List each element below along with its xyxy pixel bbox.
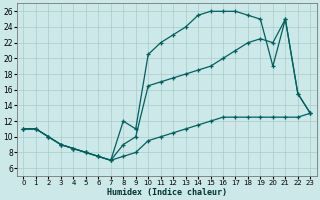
X-axis label: Humidex (Indice chaleur): Humidex (Indice chaleur) [107, 188, 227, 197]
